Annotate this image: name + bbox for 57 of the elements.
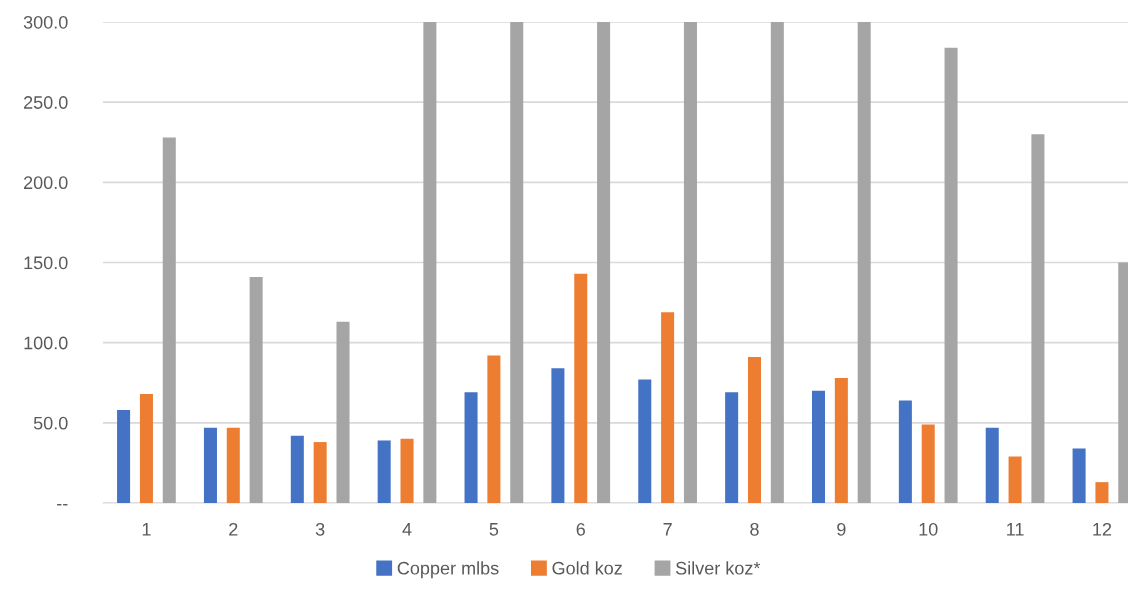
x-tick-label: 12 [1093,522,1112,536]
bar [487,355,501,503]
bar [162,137,176,503]
x-tick-label: 10 [919,522,938,536]
y-tick-label: 100.0 [24,336,68,350]
x-tick-label: 1 [142,523,151,536]
y-tick-label: 50.0 [33,416,68,430]
bar [1008,456,1022,503]
bar [574,273,588,503]
bar [313,442,327,503]
bar [770,22,784,503]
bar [226,427,240,503]
bar [336,321,350,503]
bar [921,424,935,503]
bar [377,440,391,503]
bar [898,400,912,503]
x-tick-label: 2 [229,522,238,536]
bar [290,435,304,503]
bar [747,357,761,503]
x-tick-label: 4 [402,523,412,536]
bar [811,390,826,503]
legend-label: Gold koz [552,561,622,575]
y-tick-label: 300.0 [23,15,68,29]
bar [857,22,871,503]
bar [551,368,565,503]
bar [1095,482,1109,503]
y-tick-label: 250.0 [24,96,68,109]
bar [638,379,652,503]
bar [464,392,478,503]
y-tick-label: 200.0 [24,176,68,190]
legend-label: Copper mlbs [397,561,499,579]
bar [661,312,675,503]
bar [400,438,414,503]
x-tick-label: 8 [750,522,759,536]
y-tick-label: 150.0 [24,256,68,270]
x-tick-label: 7 [663,523,672,536]
x-tick-label: 6 [576,522,585,536]
bar [1031,134,1045,503]
y-tick-label: -- [57,504,68,506]
bar [985,427,999,503]
bar [510,22,524,503]
bar [683,22,697,503]
x-tick-label: 9 [837,522,846,536]
bar [834,377,848,503]
x-tick-label: 3 [315,522,325,536]
bar [597,22,611,503]
bar [1072,448,1086,503]
bar [203,427,217,503]
legend-label: Silver koz* [675,561,761,575]
bar [725,392,739,503]
x-tick-label: 11 [1007,523,1024,536]
x-tick-label: 5 [489,523,499,536]
bar [117,410,131,503]
bar [249,276,263,503]
bar [944,47,958,503]
bar [423,22,437,503]
bar [139,393,153,503]
